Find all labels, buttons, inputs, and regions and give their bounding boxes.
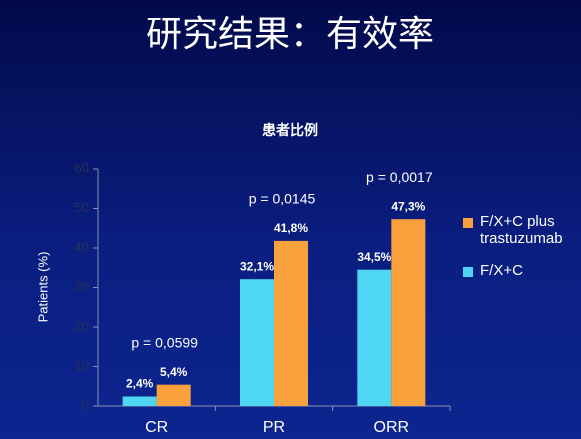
legend-label: F/X+C plus trastuzumab bbox=[480, 213, 563, 247]
value-label: 5,4% bbox=[160, 365, 188, 379]
x-tick-label: PR bbox=[263, 419, 285, 436]
legend-swatch bbox=[463, 218, 473, 228]
bar bbox=[274, 240, 308, 406]
chart-subtitle: 患者比例 bbox=[262, 122, 318, 139]
bar bbox=[240, 279, 274, 406]
value-label: 32,1% bbox=[240, 259, 274, 273]
value-label: 47,3% bbox=[391, 199, 425, 213]
y-tick-label: 60 bbox=[75, 160, 89, 175]
y-tick-label: 30 bbox=[75, 279, 89, 294]
y-tick-label: 50 bbox=[75, 200, 89, 215]
p-value-annotation: p = 0,0599 bbox=[131, 334, 198, 350]
p-value-annotation: p = 0,0145 bbox=[249, 191, 316, 207]
y-tick-label: 20 bbox=[75, 318, 89, 333]
legend-label: F/X+C bbox=[480, 262, 523, 279]
legend-swatch bbox=[463, 267, 473, 277]
slide-title: 研究结果：有效率 bbox=[146, 14, 434, 55]
x-tick-label: CR bbox=[145, 419, 168, 436]
bar bbox=[122, 396, 157, 406]
value-label: 34,5% bbox=[357, 250, 391, 264]
p-value-annotation: p = 0,0017 bbox=[366, 169, 433, 185]
y-tick-label: 0 bbox=[82, 397, 89, 412]
y-tick-label: 10 bbox=[75, 358, 89, 373]
y-tick-label: 40 bbox=[75, 239, 89, 254]
bar bbox=[357, 269, 392, 406]
value-label: 2,4% bbox=[126, 377, 154, 391]
y-axis-label: Patients (%) bbox=[35, 252, 50, 323]
value-label: 41,8% bbox=[274, 221, 308, 235]
x-tick-label: ORR bbox=[374, 419, 410, 436]
bar bbox=[156, 384, 191, 406]
bar bbox=[391, 219, 426, 406]
